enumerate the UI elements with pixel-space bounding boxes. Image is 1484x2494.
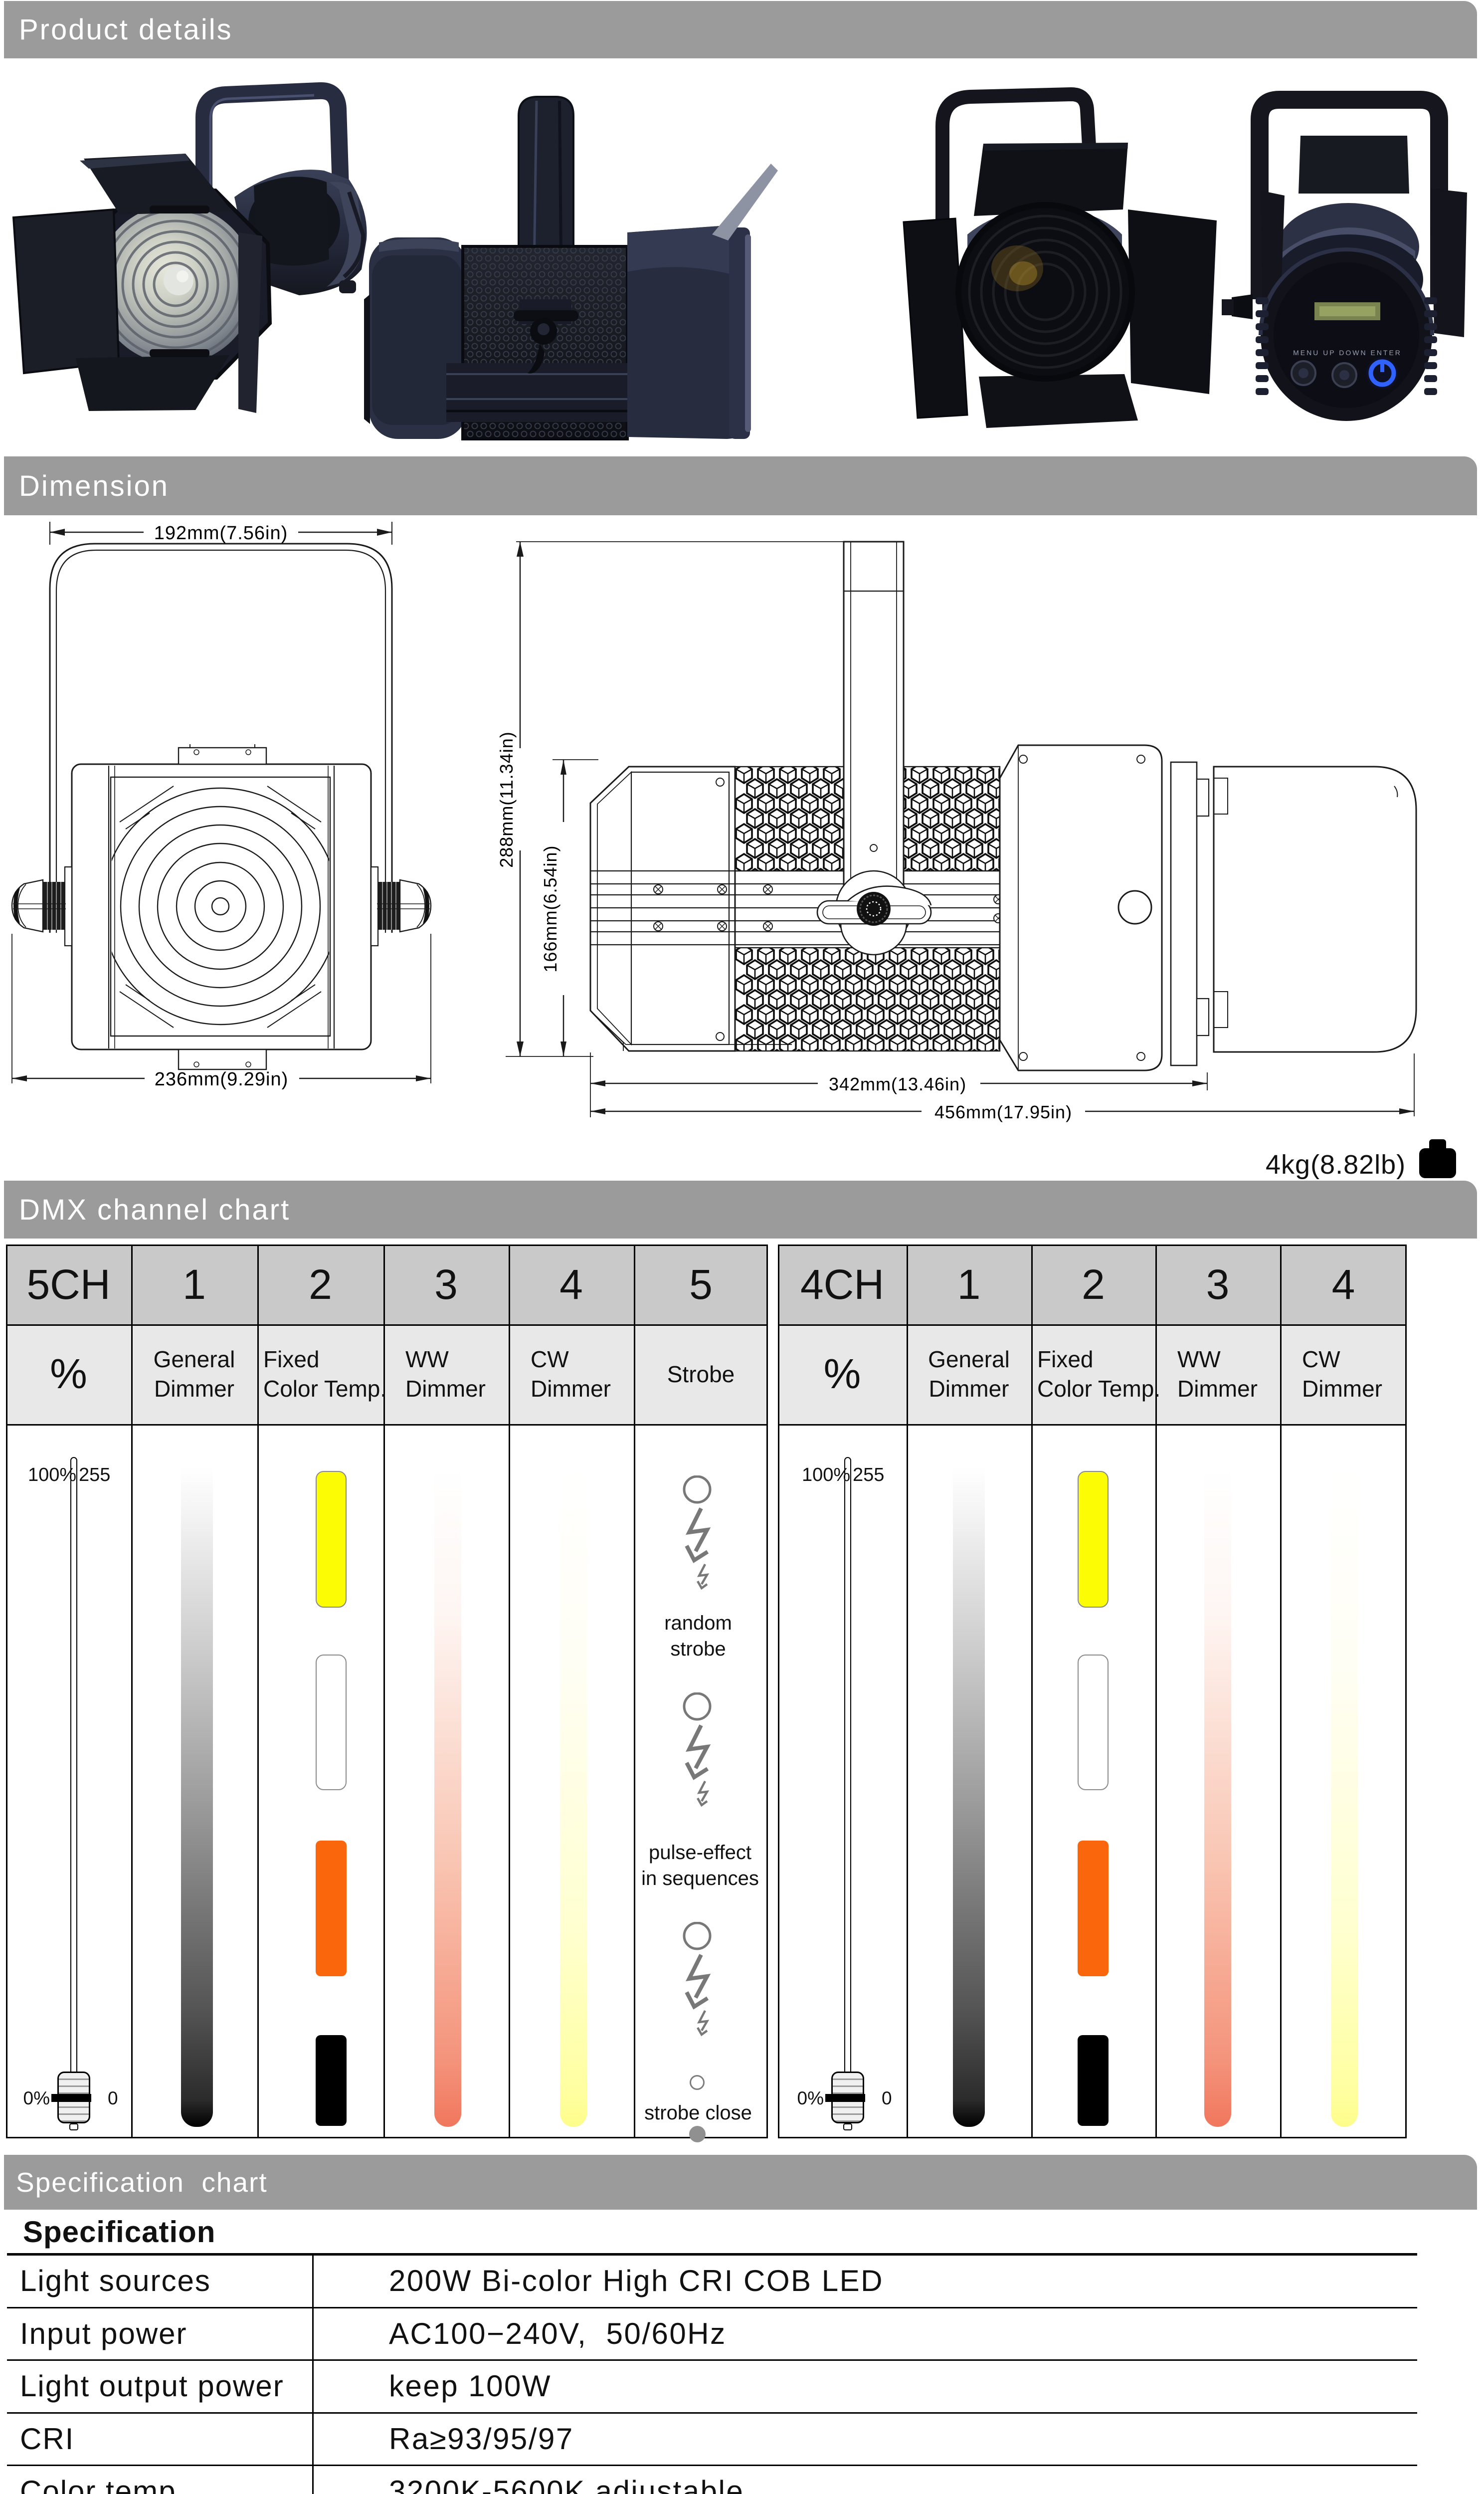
svg-text:166mm(6.54in): 166mm(6.54in): [540, 845, 560, 972]
svg-text:192mm(7.56in): 192mm(7.56in): [154, 523, 288, 544]
svg-text:456mm(17.95in): 456mm(17.95in): [934, 1102, 1072, 1122]
svg-text:236mm(9.29in): 236mm(9.29in): [155, 1069, 289, 1090]
svg-text:288mm(11.34in): 288mm(11.34in): [499, 731, 517, 867]
svg-text:342mm(13.46in): 342mm(13.46in): [829, 1074, 966, 1094]
svg-text:MENU UP DOWN ENTER: MENU UP DOWN ENTER: [1293, 349, 1402, 357]
